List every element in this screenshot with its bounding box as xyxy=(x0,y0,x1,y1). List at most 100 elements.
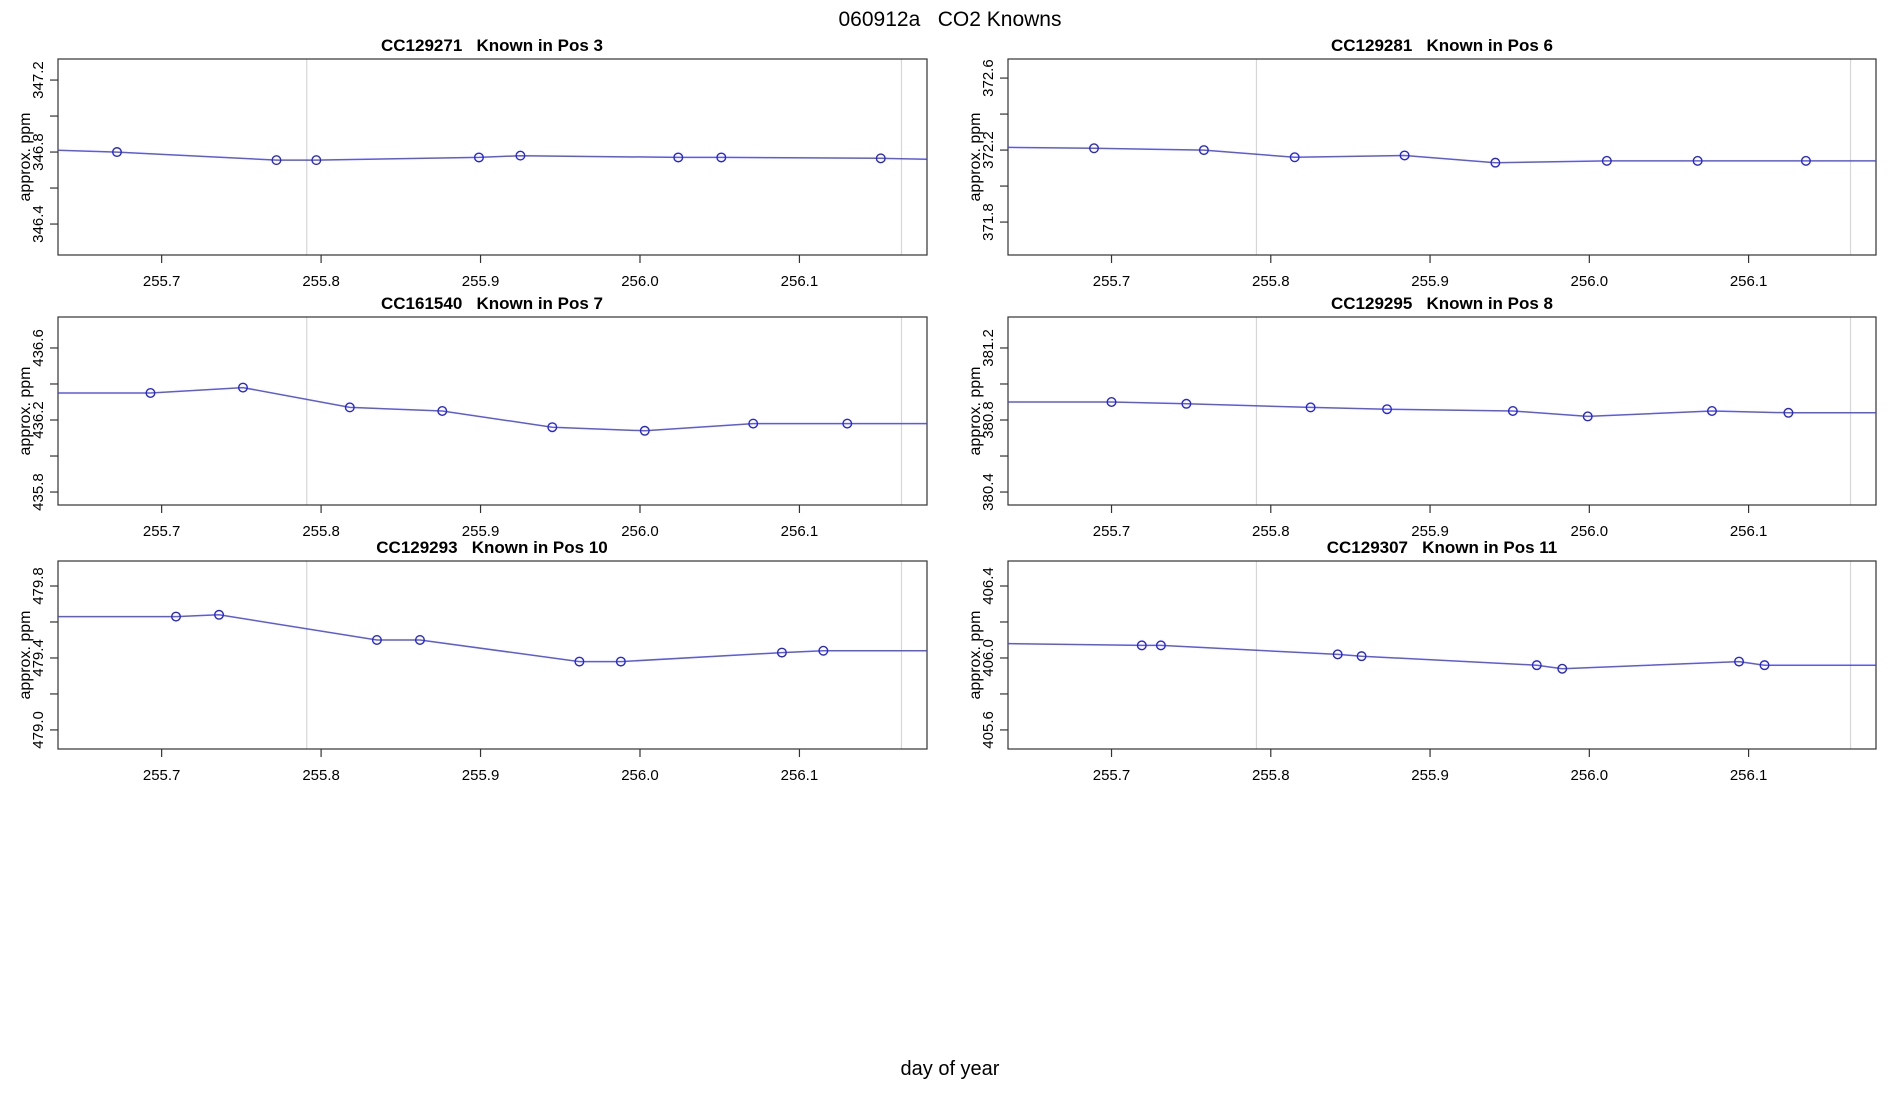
panel-title-cc129281: CC129281 Known in Pos 6 xyxy=(1330,36,1554,55)
y-tick-label: 479.8 xyxy=(30,567,47,605)
data-point xyxy=(673,152,684,163)
x-tick-label: 256.1 xyxy=(781,767,819,784)
y-tick-label: 405.6 xyxy=(980,711,997,749)
data-line xyxy=(1007,642,1876,670)
x-tick-label: 255.7 xyxy=(143,523,181,540)
y-axis-label: approx. ppm xyxy=(17,610,34,700)
data-point xyxy=(1136,640,1147,651)
data-point xyxy=(1531,660,1542,671)
x-tick-label: 255.8 xyxy=(1252,273,1290,290)
x-tick-label: 255.8 xyxy=(302,273,340,290)
data-point xyxy=(1332,649,1343,660)
y-tick-label: 372.2 xyxy=(980,131,997,169)
y-axis-label: approx. ppm xyxy=(17,112,34,202)
x-tick-label: 255.8 xyxy=(1252,767,1290,784)
panel-CC129293: 255.7 255.8 255.9 256.0 256.1 479.0 479.4 479.8 xyxy=(30,560,928,784)
panel-CC129295: 255.7 255.8 255.9 256.0 256.1 380.4 380.8 381.2 xyxy=(980,316,1877,540)
x-tick-label: 256.0 xyxy=(621,767,659,784)
y-axis-label: approx. ppm xyxy=(17,366,34,456)
panel-CC161540: 255.7 255.8 255.9 256.0 256.1 435.8 436.2 436.6 xyxy=(30,316,928,540)
data-point xyxy=(1305,402,1316,413)
data-point xyxy=(639,425,650,436)
y-tick-label: 346.4 xyxy=(30,205,47,243)
y-axis-label: approx. ppm xyxy=(967,366,984,456)
x-axis-label: day of year xyxy=(900,1058,1000,1080)
data-point xyxy=(1356,651,1367,662)
data-point xyxy=(1155,640,1166,651)
y-tick-label: 347.2 xyxy=(30,61,47,99)
plot-box xyxy=(1007,316,1877,506)
x-tick-label: 256.1 xyxy=(1730,273,1768,290)
data-line xyxy=(1008,401,1876,418)
x-tick-label: 255.7 xyxy=(1093,767,1131,784)
data-point xyxy=(437,406,448,417)
panel-CC129271: 255.7 255.8 255.9 256.0 256.1 346.4 346.8 347.2 xyxy=(30,58,928,290)
data-point xyxy=(1490,157,1501,168)
x-tick-label: 255.9 xyxy=(462,767,500,784)
x-tick-label: 256.0 xyxy=(621,273,659,290)
x-tick-label: 256.1 xyxy=(1730,523,1768,540)
y-axis-label: approx. ppm xyxy=(967,112,984,202)
x-tick-label: 255.9 xyxy=(1411,767,1449,784)
data-line xyxy=(57,149,928,161)
y-tick-label: 406.4 xyxy=(980,567,997,605)
data-line xyxy=(58,386,927,432)
y-tick-label: 406.0 xyxy=(980,639,997,677)
data-point xyxy=(371,634,382,645)
data-point xyxy=(1289,152,1300,163)
x-tick-label: 255.7 xyxy=(1093,273,1131,290)
data-point xyxy=(170,611,181,622)
data-point xyxy=(842,418,853,429)
data-line xyxy=(1007,146,1876,164)
data-point xyxy=(1399,150,1410,161)
data-point xyxy=(473,152,484,163)
x-tick-label: 255.8 xyxy=(302,767,340,784)
x-tick-label: 255.8 xyxy=(302,523,340,540)
plot-box xyxy=(1007,560,1877,750)
y-tick-label: 380.8 xyxy=(980,401,997,439)
data-point xyxy=(311,155,322,166)
x-tick-label: 255.7 xyxy=(143,767,181,784)
x-tick-label: 255.7 xyxy=(1093,523,1131,540)
y-tick-label: 479.0 xyxy=(30,711,47,749)
data-point xyxy=(1507,406,1518,417)
x-tick-label: 255.9 xyxy=(462,523,500,540)
y-tick-label: 436.6 xyxy=(30,329,47,367)
data-point xyxy=(1181,398,1192,409)
data-point xyxy=(1706,406,1717,417)
data-point xyxy=(1734,656,1745,667)
figure-title: 060912a CO2 Knowns xyxy=(838,8,1062,31)
x-tick-label: 256.1 xyxy=(781,523,819,540)
data-point xyxy=(574,656,585,667)
x-tick-label: 255.9 xyxy=(1411,273,1449,290)
x-tick-label: 256.1 xyxy=(1730,767,1768,784)
panel-CC129307: 255.7 255.8 255.9 256.0 256.1 405.6 406.0 406.4 xyxy=(980,560,1877,784)
y-tick-label: 435.8 xyxy=(30,473,47,511)
plot-box xyxy=(57,560,928,750)
data-point xyxy=(1198,145,1209,156)
data-point xyxy=(1601,155,1612,166)
x-tick-label: 255.9 xyxy=(462,273,500,290)
panel-title-cc129293: CC129293 Known in Pos 10 xyxy=(376,538,608,557)
data-point xyxy=(214,609,225,620)
y-tick-label: 380.4 xyxy=(980,473,997,511)
x-tick-label: 256.0 xyxy=(1571,767,1609,784)
panel-title-cc129307: CC129307 Known in Pos 11 xyxy=(1326,538,1558,557)
x-tick-label: 255.9 xyxy=(1411,523,1449,540)
data-point xyxy=(145,387,156,398)
plot-box xyxy=(57,316,928,506)
y-tick-label: 479.4 xyxy=(30,639,47,677)
data-point xyxy=(1106,396,1117,407)
data-point xyxy=(515,150,526,161)
data-point xyxy=(776,647,787,658)
data-point xyxy=(1582,411,1593,422)
x-tick-label: 255.8 xyxy=(1252,523,1290,540)
y-tick-label: 346.8 xyxy=(30,133,47,171)
y-axis-label: approx. ppm xyxy=(967,610,984,700)
y-tick-label: 381.2 xyxy=(980,329,997,367)
data-point xyxy=(414,634,425,645)
panel-title-cc161540: CC161540 Known in Pos 7 xyxy=(380,294,604,313)
data-point xyxy=(1800,155,1811,166)
